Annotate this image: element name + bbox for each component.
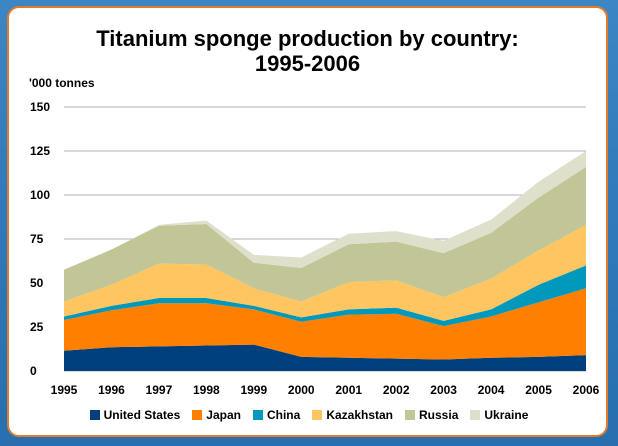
area-united-states [64,344,586,371]
legend: United States Japan China Kazakhstan Russia U… [0,408,618,422]
area-series [64,151,586,371]
y-tick-125: 125 [30,144,50,158]
y-tick-75: 75 [30,232,44,246]
area-china [64,265,586,327]
x-tick-2006: 2006 [573,383,600,397]
area-russia [64,166,586,302]
x-tick-2003: 2003 [430,383,457,397]
x-tick-1999: 1999 [240,383,267,397]
x-tick-1998: 1998 [193,383,220,397]
legend-swatch [470,410,481,420]
chart-title: Titanium sponge production by country: 1… [9,26,606,76]
x-tick-2004: 2004 [478,383,505,397]
legend-swatch [405,410,416,420]
y-axis-label: '000 tonnes [29,76,95,90]
legend-item-russia: Russia [405,408,458,422]
area-kazakhstan [64,224,586,321]
x-tick-2000: 2000 [288,383,315,397]
x-tick-2002: 2002 [383,383,410,397]
legend-swatch [89,410,100,420]
x-tick-labels: 1995 1996 1997 1998 1999 2000 2001 2002 2003 2004… [51,383,600,397]
area-japan [64,288,586,360]
legend-item-japan: Japan [192,408,241,422]
legend-item-ukraine: Ukraine [470,408,528,422]
legend-label: Russia [419,408,459,422]
legend-item-kazakhstan: Kazakhstan [312,408,393,422]
legend-item-china: China [252,408,301,422]
legend-label: Ukraine [484,408,529,422]
chart-title-line-1: Titanium sponge production by country: [96,26,519,51]
y-tick-labels: 0 25 50 75 100 125 150 [30,100,50,378]
legend-label: Japan [206,408,241,422]
legend-label: China [266,408,301,422]
legend-swatch [252,410,263,420]
chart-title-line-2: 1995-2006 [254,51,361,76]
y-tick-150: 150 [30,100,50,114]
x-tick-2001: 2001 [335,383,362,397]
x-tick-2005: 2005 [525,383,552,397]
x-tick-1995: 1995 [51,383,78,397]
y-tick-25: 25 [30,320,44,334]
x-tick-1996: 1996 [98,383,125,397]
legend-swatch [312,410,323,420]
legend-item-united-states: United States [89,408,181,422]
y-tick-50: 50 [30,276,44,290]
y-tick-100: 100 [30,188,50,202]
y-tick-0: 0 [30,364,37,378]
x-tick-1997: 1997 [146,383,173,397]
legend-swatch [192,410,203,420]
legend-label: Kazakhstan [326,408,394,422]
area-ukraine [64,151,586,270]
legend-label: United States [103,408,181,422]
